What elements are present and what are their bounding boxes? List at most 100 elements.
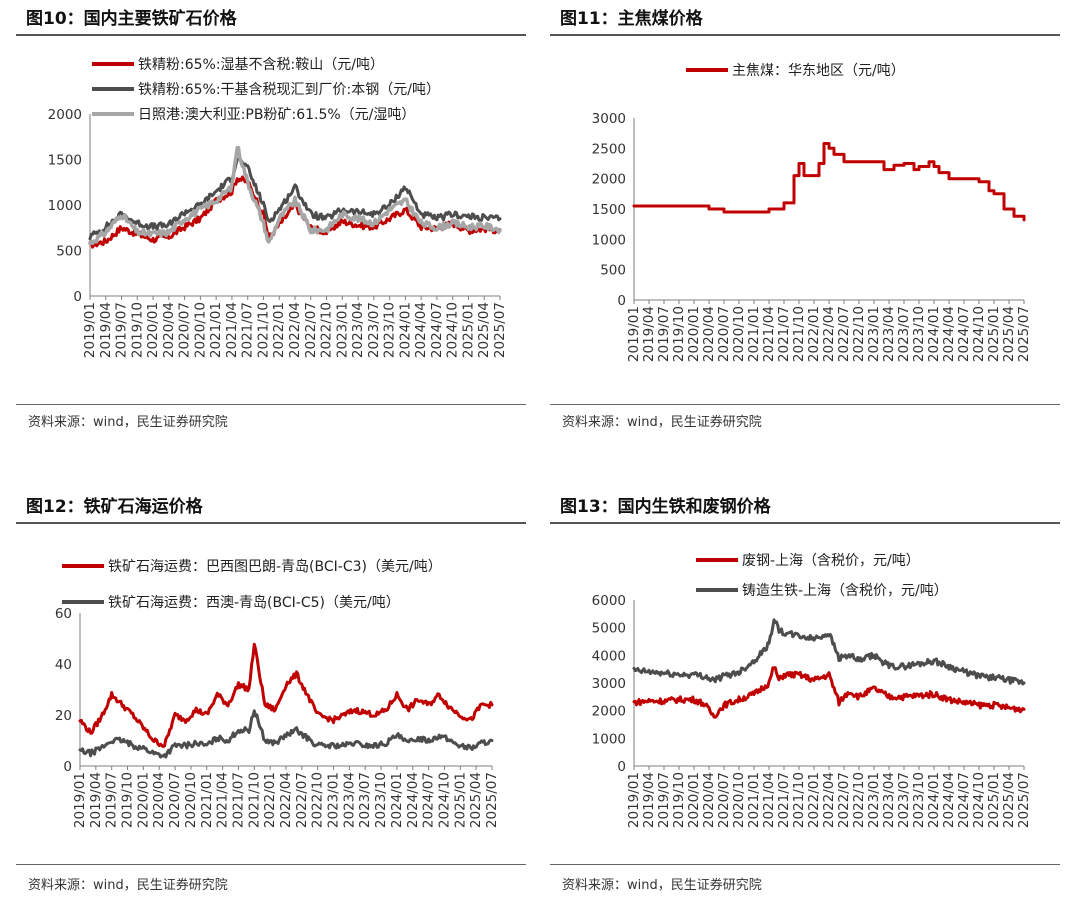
x-tick-label: 2019/07 — [656, 772, 672, 828]
x-tick-label: 2022/04 — [278, 772, 294, 828]
x-tick-label: 2020/01 — [686, 772, 702, 828]
x-tick-label: 2022/04 — [821, 772, 837, 828]
x-tick-label: 2025/01 — [452, 772, 468, 828]
x-tick-label: 2024/07 — [956, 772, 972, 828]
x-tick-label: 2023/10 — [373, 772, 389, 828]
x-tick-label: 2020/04 — [701, 306, 717, 362]
x-tick-label: 2021/07 — [776, 772, 792, 828]
y-tick-label: 3000 — [592, 676, 626, 692]
series-line — [88, 145, 502, 246]
x-tick-label: 2025/04 — [476, 302, 492, 358]
x-tick-label: 2022/10 — [851, 772, 867, 828]
x-tick-label: 2022/01 — [806, 306, 822, 362]
chart-fig10: 铁精粉:65%:湿基不含税:鞍山（元/吨） 铁精粉:65%:干基含税现汇到厂价:本… — [48, 56, 508, 358]
chart-title: 图11：主焦煤价格 — [560, 9, 703, 29]
x-tick-label: 2020/10 — [183, 772, 199, 828]
x-tick-label: 2023/01 — [866, 772, 882, 828]
series-line — [632, 666, 1026, 719]
series-line — [632, 142, 1026, 222]
x-tick-label: 2025/01 — [460, 302, 476, 358]
legend-label: 废钢-上海（含税价，元/吨） — [742, 553, 920, 569]
x-tick-label: 2019/04 — [98, 302, 114, 358]
x-tick-label: 2020/04 — [701, 772, 717, 828]
x-tick-label: 2021/04 — [761, 772, 777, 828]
y-tick-label: 1000 — [592, 731, 626, 747]
x-tick-label: 2019/01 — [72, 772, 88, 828]
x-tick-label: 2022/04 — [821, 306, 837, 362]
y-tick-label: 2000 — [48, 107, 82, 123]
x-tick-label: 2024/04 — [405, 772, 421, 828]
x-tick-label: 2022/10 — [851, 306, 867, 362]
x-tick-label: 2020/04 — [151, 772, 167, 828]
source-note: 资料来源：wind，民生证券研究院 — [28, 878, 228, 893]
x-tick-label: 2019/10 — [671, 306, 687, 362]
x-tick-label: 2022/01 — [271, 302, 287, 358]
y-tick-label: 1500 — [48, 153, 82, 169]
x-tick-label: 2019/04 — [88, 772, 104, 828]
y-tick-label: 6000 — [592, 593, 626, 609]
y-tick-label: 2000 — [592, 704, 626, 720]
x-tick-label: 2024/04 — [941, 772, 957, 828]
x-tick-label: 2020/10 — [731, 306, 747, 362]
chart-title: 图13：国内生铁和废钢价格 — [560, 497, 771, 517]
x-tick-label: 2019/01 — [626, 772, 642, 828]
legend-label: 铁矿石海运费：西澳-青岛(BCI-C5)（美元/吨） — [108, 595, 400, 611]
x-tick-label: 2023/10 — [911, 306, 927, 362]
x-tick-label: 2021/01 — [208, 302, 224, 358]
x-tick-label: 2021/01 — [746, 306, 762, 362]
x-tick-label: 2025/04 — [1001, 306, 1017, 362]
chart-fig12: 铁矿石海运费：巴西图巴朗-青岛(BCI-C3)（美元/吨） 铁矿石海运费：西澳-青… — [55, 559, 500, 828]
y-tick-label: 40 — [55, 657, 72, 673]
x-tick-label: 2019/04 — [641, 306, 657, 362]
x-tick-label: 2020/04 — [161, 302, 177, 358]
y-tick-label: 500 — [600, 263, 626, 279]
y-tick-label: 2500 — [592, 141, 626, 157]
x-tick-label: 2024/01 — [389, 772, 405, 828]
x-tick-label: 2024/10 — [971, 306, 987, 362]
series-line — [88, 157, 502, 241]
x-tick-label: 2021/04 — [215, 772, 231, 828]
y-tick-label: 0 — [73, 289, 82, 305]
y-tick-label: 20 — [55, 708, 72, 724]
source-note: 资料来源：wind，民生证券研究院 — [562, 415, 762, 430]
x-tick-label: 2021/10 — [255, 302, 271, 358]
x-tick-label: 2022/07 — [836, 772, 852, 828]
x-tick-label: 2024/10 — [445, 302, 461, 358]
x-tick-label: 2019/10 — [129, 302, 145, 358]
x-tick-label: 2023/07 — [896, 772, 912, 828]
source-note: 资料来源：wind，民生证券研究院 — [28, 415, 228, 430]
x-tick-label: 2020/10 — [192, 302, 208, 358]
x-tick-label: 2023/04 — [350, 302, 366, 358]
x-tick-label: 2019/07 — [656, 306, 672, 362]
legend-label: 铁精粉:65%:湿基不含税:鞍山（元/吨） — [138, 56, 384, 73]
x-tick-label: 2022/10 — [319, 302, 335, 358]
x-tick-label: 2022/07 — [303, 302, 319, 358]
x-tick-label: 2019/04 — [641, 772, 657, 828]
x-tick-label: 2023/07 — [357, 772, 373, 828]
x-tick-label: 2023/10 — [911, 772, 927, 828]
x-tick-label: 2021/01 — [199, 772, 215, 828]
x-tick-label: 2022/01 — [262, 772, 278, 828]
x-tick-label: 2024/07 — [956, 306, 972, 362]
y-tick-label: 3000 — [592, 111, 626, 127]
y-tick-label: 500 — [56, 244, 82, 260]
x-tick-label: 2025/01 — [986, 306, 1002, 362]
x-tick-label: 2024/01 — [926, 306, 942, 362]
chart-title: 图10：国内主要铁矿石价格 — [26, 9, 237, 29]
x-tick-label: 2021/04 — [224, 302, 240, 358]
x-tick-label: 2022/10 — [310, 772, 326, 828]
x-tick-label: 2023/07 — [366, 302, 382, 358]
x-tick-label: 2019/10 — [671, 772, 687, 828]
x-tick-label: 2025/07 — [484, 772, 500, 828]
x-tick-label: 2024/01 — [926, 772, 942, 828]
y-tick-label: 60 — [55, 606, 72, 622]
x-tick-label: 2023/10 — [382, 302, 398, 358]
x-tick-label: 2023/01 — [334, 302, 350, 358]
bottom-rule — [550, 864, 1060, 865]
y-tick-label: 2000 — [592, 172, 626, 188]
x-tick-label: 2025/07 — [492, 302, 508, 358]
x-tick-label: 2019/10 — [120, 772, 136, 828]
legend-label: 铸造生铁-上海（含税价，元/吨） — [742, 583, 948, 599]
legend-label: 日照港:澳大利亚:PB粉矿:61.5%（元/湿吨） — [138, 107, 415, 123]
source-note: 资料来源：wind，民生证券研究院 — [562, 878, 762, 893]
